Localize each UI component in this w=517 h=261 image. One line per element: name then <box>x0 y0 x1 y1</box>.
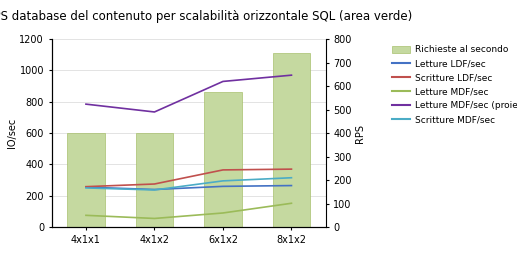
Bar <box>135 133 173 227</box>
Bar <box>67 133 105 227</box>
Bar <box>204 92 242 227</box>
Y-axis label: IO/sec: IO/sec <box>7 118 17 148</box>
Bar <box>272 53 310 227</box>
Text: IOPS database del contenuto per scalabilità orizzontale SQL (area verde): IOPS database del contenuto per scalabil… <box>0 10 412 23</box>
Y-axis label: RPS: RPS <box>355 124 364 143</box>
Legend: Richieste al secondo, Letture LDF/sec, Scritture LDF/sec, Letture MDF/sec, Lettu: Richieste al secondo, Letture LDF/sec, S… <box>390 44 517 126</box>
